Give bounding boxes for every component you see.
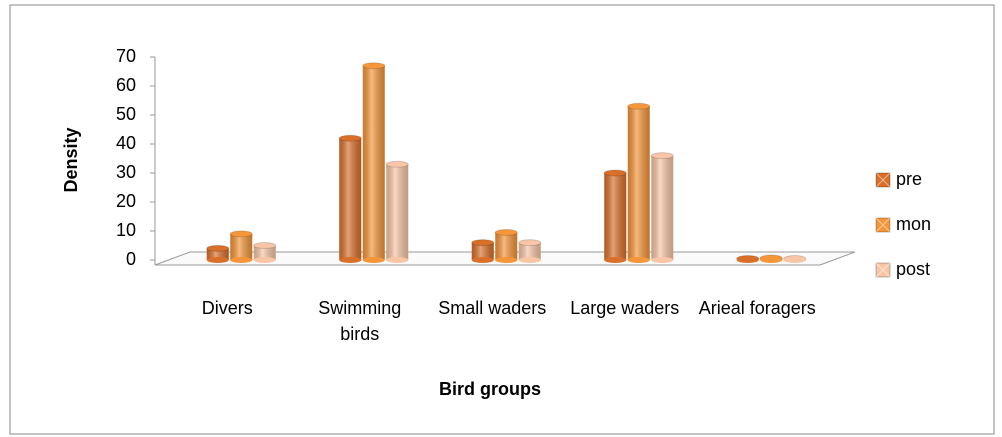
bar-cap: [518, 239, 542, 247]
bar-base: [206, 257, 229, 263]
x-tick-label: Large waders: [570, 298, 680, 318]
bar-base: [253, 257, 276, 263]
bar-shade: [339, 138, 362, 260]
bar-base: [495, 257, 518, 263]
bar-shade: [362, 65, 385, 260]
bar-base: [651, 257, 674, 263]
bar-cap: [253, 242, 277, 249]
bar-base: [736, 257, 759, 263]
y-tick-label: 60: [116, 75, 136, 95]
bar-base: [362, 257, 385, 263]
bar-shade: [471, 242, 494, 260]
x-tick-label: Arieal foragers: [698, 298, 816, 318]
bar-shade: [604, 173, 627, 260]
bar-base: [604, 257, 627, 263]
bar-shade: [253, 245, 276, 260]
bar-base: [386, 257, 409, 263]
x-axis-title: Bird groups: [439, 379, 541, 399]
bar-cap: [338, 134, 362, 142]
legend-label: mon: [896, 214, 931, 234]
x-tick-label: Divers: [201, 298, 253, 318]
bar-cap: [627, 102, 651, 110]
legend-swatch-shade: [875, 217, 891, 233]
bar-shade: [386, 164, 409, 260]
bar-cap: [385, 160, 409, 168]
bar-shade: [627, 106, 650, 260]
legend-label: pre: [896, 169, 922, 189]
y-tick-label: 30: [116, 162, 136, 182]
bar-shade: [230, 233, 253, 260]
bar-base: [230, 257, 253, 263]
bar-cap: [650, 152, 674, 160]
x-tick-label: Swimming birds: [318, 298, 402, 344]
bar-base: [471, 257, 494, 263]
x-tick-label: Small waders: [438, 298, 547, 318]
y-tick-label: 0: [126, 249, 136, 269]
legend-swatch-shade: [875, 262, 891, 278]
chart-frame: [9, 4, 995, 435]
legend-label: post: [896, 259, 930, 279]
bar-cap: [206, 244, 230, 252]
bar-shade: [651, 155, 674, 260]
y-tick-label: 20: [116, 191, 136, 211]
bar-base: [783, 257, 806, 263]
bar-shade: [206, 248, 229, 260]
bar-base: [518, 257, 541, 263]
bar-shade: [495, 232, 518, 260]
bar-cap: [229, 230, 253, 238]
y-tick-label: 40: [116, 133, 136, 153]
bar-base: [627, 257, 650, 263]
y-axis-title: Density: [61, 127, 81, 192]
bar-base: [339, 257, 362, 263]
bar-base: [760, 257, 783, 263]
y-tick-label: 50: [116, 104, 136, 124]
y-tick-label: 70: [116, 46, 136, 66]
bar-cap: [603, 169, 627, 177]
bar-shade: [518, 242, 541, 260]
bar-cap: [494, 228, 518, 236]
legend-swatch-shade: [875, 172, 891, 188]
bar-cap: [471, 239, 495, 247]
y-tick-label: 10: [116, 220, 136, 240]
bar-cap: [362, 62, 386, 70]
